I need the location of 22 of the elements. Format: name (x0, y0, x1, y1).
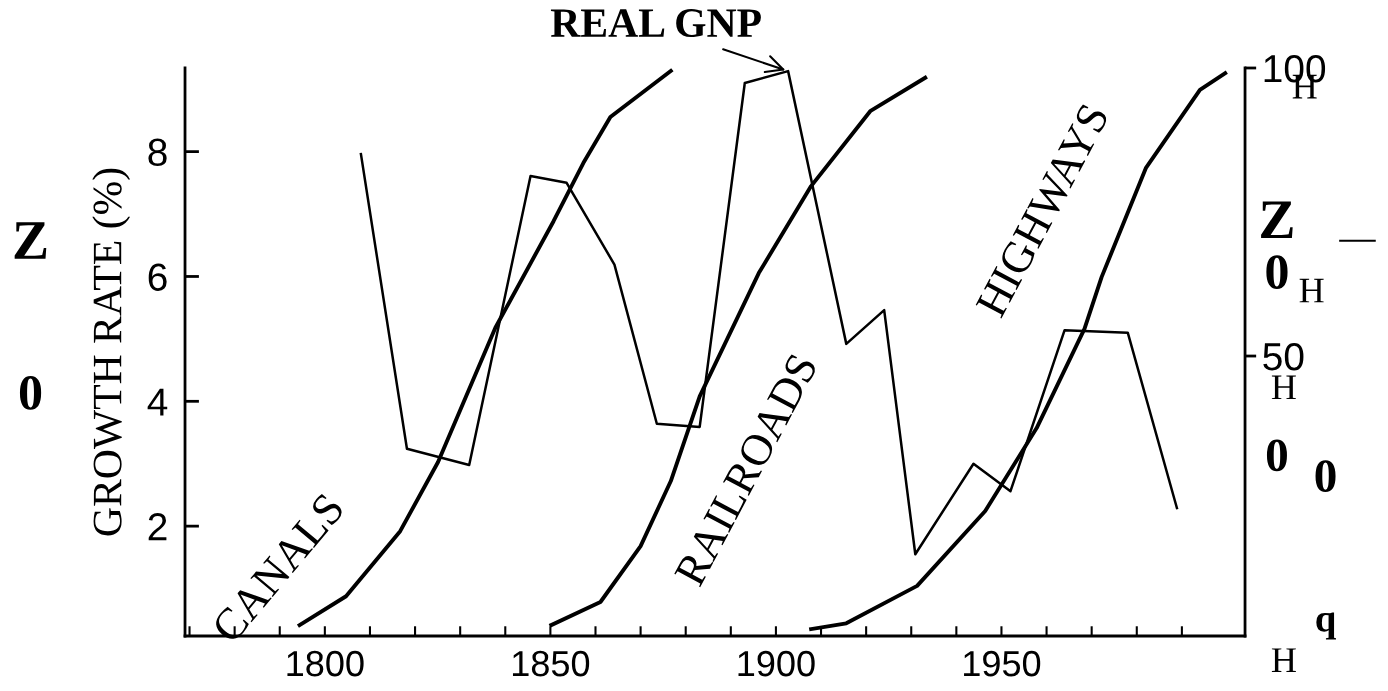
y-axis-title: GROWTH RATE (%) (92, 168, 131, 536)
y2-tick-label: 50 (1263, 342, 1304, 371)
text: H (1271, 375, 1296, 400)
y-tick-label: 6 (148, 263, 167, 291)
x-tick-label: 1900 (738, 650, 815, 677)
text: Z (1261, 201, 1293, 238)
text: 0 (1266, 255, 1288, 289)
y-tick-label: 8 (148, 138, 167, 167)
text: H (1271, 648, 1296, 673)
text: 0 (19, 376, 42, 410)
x-tick-label: 1800 (287, 650, 364, 677)
series-label: REAL GNP (550, 9, 761, 38)
text: — (1339, 239, 1376, 242)
y-tick-label: 4 (147, 388, 168, 416)
y-tick-label: 2 (148, 513, 167, 541)
x-tick-label: 1850 (512, 650, 590, 677)
text: H (1299, 278, 1324, 303)
text: 0 (1315, 460, 1336, 493)
x-tick-label: 1950 (964, 650, 1041, 677)
text: Z (14, 222, 47, 259)
text: 0 (1266, 439, 1287, 472)
text: q (1316, 612, 1336, 640)
